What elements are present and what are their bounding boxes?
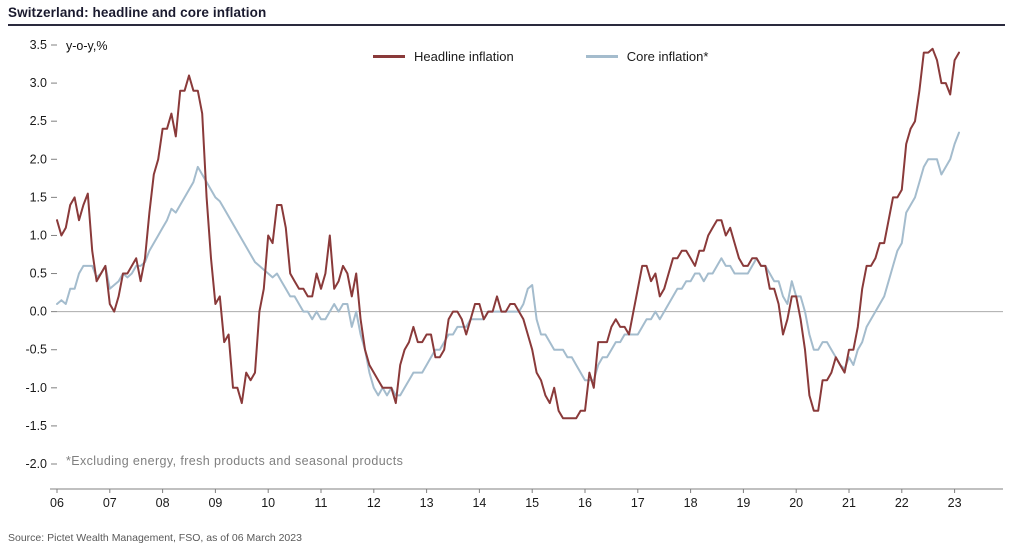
x-tick-label: 06 bbox=[50, 496, 64, 510]
chart-header: Switzerland: headline and core inflation bbox=[0, 0, 1015, 26]
chart-legend: Headline inflation Core inflation* bbox=[373, 49, 708, 64]
x-tick-label: 21 bbox=[842, 496, 856, 510]
y-tick-label: 1.0 bbox=[30, 228, 47, 242]
source-note: Source: Pictet Wealth Management, FSO, a… bbox=[8, 532, 302, 544]
y-tick-label: 2.5 bbox=[30, 114, 47, 128]
y-tick-label: 3.5 bbox=[30, 38, 47, 52]
x-tick-label: 17 bbox=[631, 496, 645, 510]
x-tick-label: 15 bbox=[525, 496, 539, 510]
y-axis-unit-label: y-o-y,% bbox=[66, 39, 108, 53]
legend-label-headline: Headline inflation bbox=[414, 49, 514, 64]
page-title: Switzerland: headline and core inflation bbox=[8, 5, 267, 20]
chart-footnote: *Excluding energy, fresh products and se… bbox=[66, 454, 404, 468]
y-tick-label: 3.0 bbox=[30, 76, 47, 90]
legend-item-headline-inflation: Headline inflation bbox=[373, 49, 514, 64]
x-tick-label: 09 bbox=[208, 496, 222, 510]
core-inflation-line bbox=[56, 131, 960, 397]
x-tick-label: 20 bbox=[789, 496, 803, 510]
x-tick-label: 16 bbox=[578, 496, 592, 510]
legend-label-core: Core inflation* bbox=[626, 49, 709, 64]
x-tick-label: 12 bbox=[367, 496, 381, 510]
y-tick-label: 0.0 bbox=[30, 305, 47, 319]
x-tick-label: 13 bbox=[420, 496, 434, 510]
x-tick-label: 10 bbox=[261, 496, 275, 510]
x-tick-label: 14 bbox=[472, 496, 486, 510]
y-tick-label: -2.0 bbox=[25, 457, 47, 471]
x-tick-label: 07 bbox=[103, 496, 117, 510]
y-tick-label: -0.5 bbox=[25, 343, 47, 357]
y-tick-label: 0.5 bbox=[30, 267, 47, 281]
y-tick-label: 1.5 bbox=[30, 190, 47, 204]
x-tick-label: 18 bbox=[684, 496, 698, 510]
line-chart-canvas: 3.5 3.0 2.5 2.0 1.5 1.0 0.5 0.0 -0.5 -1.0 -1.5 -2.0… bbox=[25, 38, 1003, 510]
legend-item-core-inflation: Core inflation* bbox=[585, 49, 709, 64]
x-tick-label: 19 bbox=[736, 496, 750, 510]
title-rule bbox=[8, 24, 1005, 26]
headline-line-swatch bbox=[373, 55, 405, 58]
y-tick-label: -1.5 bbox=[25, 419, 47, 433]
x-tick-label: 23 bbox=[948, 496, 962, 510]
headline-inflation-line bbox=[56, 47, 960, 420]
y-tick-label: 2.0 bbox=[30, 152, 47, 166]
core-line-swatch bbox=[585, 55, 618, 58]
x-tick-label: 22 bbox=[895, 496, 909, 510]
y-tick-label: -1.0 bbox=[25, 381, 47, 395]
x-tick-label: 11 bbox=[315, 496, 328, 510]
x-tick-label: 08 bbox=[156, 496, 170, 510]
inflation-line-chart: 3.5 3.0 2.5 2.0 1.5 1.0 0.5 0.0 -0.5 -1.0 -1.5 -2.0… bbox=[0, 33, 1015, 525]
